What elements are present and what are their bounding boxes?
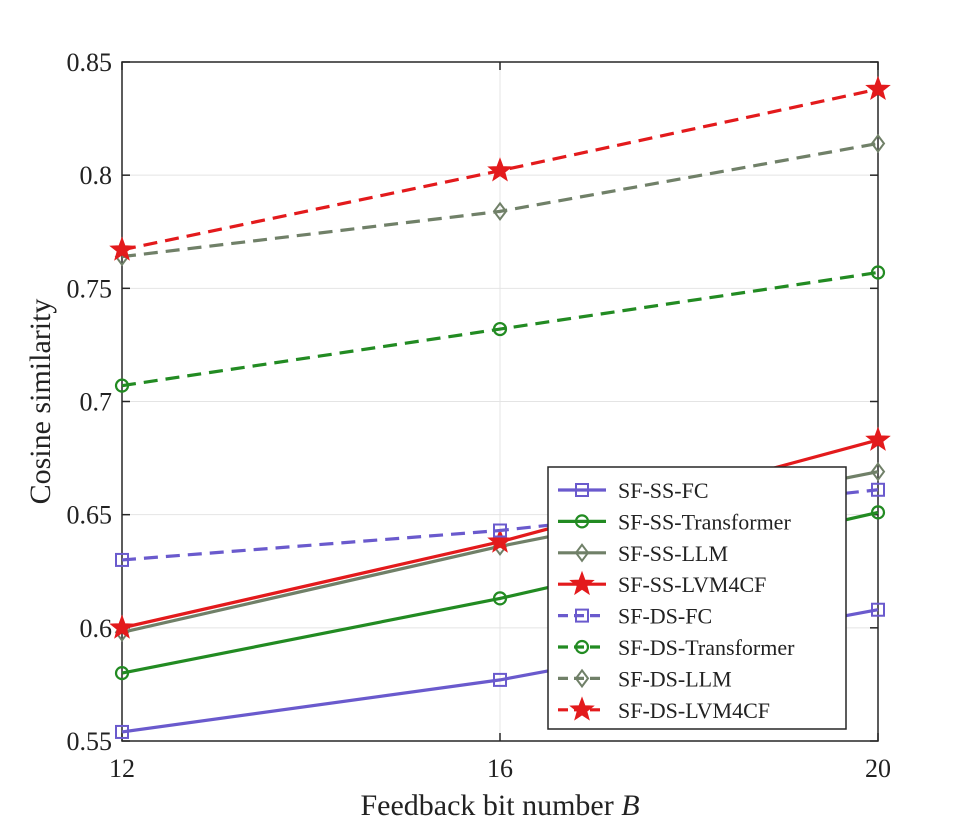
legend-item: SF-DS-Transformer — [558, 635, 795, 660]
data-point — [115, 724, 129, 739]
legend-marker — [574, 668, 590, 689]
data-point — [114, 665, 130, 681]
legend-marker — [569, 696, 595, 721]
legend-label: SF-SS-LLM — [618, 541, 728, 566]
legend-label: SF-DS-Transformer — [618, 635, 795, 660]
legend-item: SF-SS-LVM4CF — [558, 570, 766, 597]
series-line — [121, 488, 879, 562]
data-point — [493, 672, 507, 687]
legend-label: SF-DS-FC — [618, 604, 712, 629]
series-sf-ds-lvm4cf — [109, 75, 891, 261]
data-point — [487, 157, 513, 182]
x-tick-label: 12 — [109, 754, 135, 783]
legend-item: SF-DS-LVM4CF — [558, 696, 770, 723]
data-point — [870, 133, 886, 154]
legend-label: SF-SS-Transformer — [618, 509, 791, 534]
y-tick-label: 0.55 — [67, 727, 113, 756]
legend-label: SF-DS-LLM — [618, 666, 732, 691]
series-sf-ds-transformer — [114, 265, 886, 393]
x-axis-label: Feedback bit number B — [360, 789, 639, 822]
legend-item: SF-SS-LLM — [558, 541, 728, 566]
x-tick-label: 20 — [865, 754, 891, 783]
x-tick-label: 16 — [487, 754, 513, 783]
data-point — [871, 482, 885, 497]
legend-label: SF-DS-LVM4CF — [618, 698, 770, 723]
y-axis-label: Cosine similarity — [24, 299, 57, 505]
series-line — [121, 141, 879, 259]
data-point — [865, 426, 891, 451]
data-point — [114, 378, 130, 393]
series-line — [121, 270, 879, 388]
legend-marker — [574, 514, 590, 529]
y-tick-label: 0.65 — [67, 501, 113, 530]
legend: SF-SS-FC SF-SS-Transformer SF-SS-LLM SF-SS-… — [547, 466, 847, 730]
series-sf-ds-fc — [115, 482, 885, 567]
legend-item: SF-DS-FC — [558, 604, 712, 629]
x-axis-label-variable: B — [621, 789, 639, 822]
data-point — [871, 602, 885, 617]
y-tick-label: 0.85 — [67, 48, 113, 77]
data-point — [115, 552, 129, 567]
y-tick-label: 0.75 — [67, 274, 113, 303]
legend-item: SF-SS-FC — [558, 478, 709, 503]
legend-marker — [574, 639, 590, 655]
legend-marker — [574, 543, 590, 563]
legend-label: SF-SS-LVM4CF — [618, 572, 766, 597]
data-point — [492, 321, 508, 337]
data-point — [870, 505, 886, 520]
data-point — [865, 75, 891, 101]
data-point — [493, 523, 507, 538]
legend-marker — [575, 608, 589, 623]
data-point — [487, 528, 513, 553]
data-point — [492, 201, 508, 222]
legend-box — [547, 466, 847, 730]
legend-item: SF-DS-LLM — [558, 666, 732, 691]
x-axis-label-text: Feedback bit number — [360, 789, 613, 822]
data-point — [109, 614, 135, 639]
data-point — [870, 461, 886, 482]
y-tick-label: 0.7 — [80, 388, 113, 417]
legend-item: SF-SS-Transformer — [558, 509, 791, 534]
legend-marker — [569, 570, 595, 596]
y-tick-label: 0.6 — [80, 614, 113, 643]
legend-marker — [575, 483, 589, 497]
data-point — [109, 236, 135, 261]
data-point — [492, 591, 508, 606]
legend-label: SF-SS-FC — [618, 478, 709, 503]
data-point — [870, 265, 886, 280]
y-tick-label: 0.8 — [80, 161, 113, 190]
